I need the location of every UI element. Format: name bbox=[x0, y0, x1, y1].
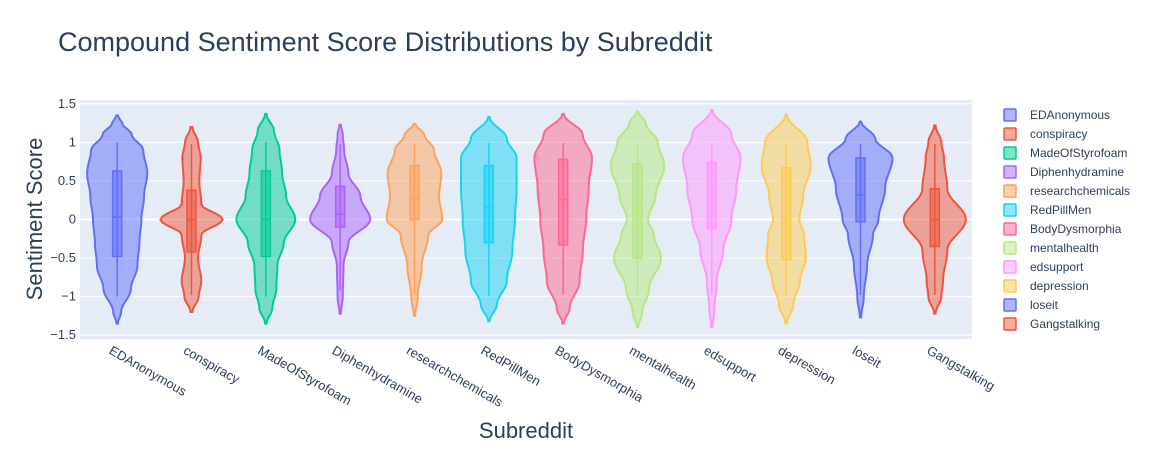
legend-swatch bbox=[1003, 184, 1017, 198]
legend-label: EDAnonymous bbox=[1030, 108, 1110, 122]
y-tick-label: 1 bbox=[69, 134, 76, 149]
violin-box bbox=[260, 170, 272, 258]
legend-item-researchchemicals[interactable]: researchchemicals bbox=[1003, 184, 1130, 198]
legend-swatch bbox=[1003, 127, 1017, 141]
legend-label: loseit bbox=[1030, 298, 1059, 312]
violin-box bbox=[855, 157, 866, 223]
y-tick-label: 0.5 bbox=[58, 173, 76, 188]
violin-box bbox=[780, 167, 792, 261]
violin-researchchemicals bbox=[385, 122, 444, 317]
legend-item-mentalhealth[interactable]: mentalhealth bbox=[1003, 241, 1099, 255]
violin-box bbox=[557, 158, 569, 246]
x-tick-label: edsupport bbox=[701, 343, 759, 385]
y-tick-label: −0.5 bbox=[50, 250, 76, 265]
violin-depression bbox=[760, 113, 812, 325]
legend-label: researchchemicals bbox=[1030, 184, 1130, 198]
legend-swatch bbox=[1003, 108, 1017, 122]
legend-item-depression[interactable]: depression bbox=[1003, 279, 1089, 293]
legend-item-Gangstalking[interactable]: Gangstalking bbox=[1003, 317, 1100, 331]
y-tick-label: −1.5 bbox=[50, 327, 76, 342]
violin-edsupport bbox=[682, 109, 742, 329]
legend-label: Gangstalking bbox=[1030, 317, 1100, 331]
legend-item-loseit[interactable]: loseit bbox=[1003, 298, 1059, 312]
legend-swatch bbox=[1003, 165, 1017, 179]
legend-swatch bbox=[1003, 241, 1017, 255]
legend-item-edsupport[interactable]: edsupport bbox=[1003, 260, 1084, 274]
legend-label: MadeOfStyrofoam bbox=[1030, 146, 1127, 160]
x-tick-label: mentalhealth bbox=[627, 343, 699, 393]
x-tick-label: Gangstalking bbox=[924, 343, 997, 394]
legend-item-MadeOfStyrofoam[interactable]: MadeOfStyrofoam bbox=[1003, 146, 1127, 160]
legend-label: edsupport bbox=[1030, 260, 1084, 274]
legend-label: Diphenhydramine bbox=[1030, 165, 1124, 179]
chart-title: Compound Sentiment Score Distributions b… bbox=[58, 27, 713, 57]
gridlines bbox=[80, 103, 972, 336]
violin-RedPillMen bbox=[460, 116, 518, 323]
violins bbox=[86, 109, 967, 329]
x-axis-title: Subreddit bbox=[479, 418, 573, 443]
violin-box bbox=[929, 187, 941, 248]
legend-item-EDAnonymous[interactable]: EDAnonymous bbox=[1003, 108, 1110, 122]
legend-item-RedPillMen[interactable]: RedPillMen bbox=[1003, 203, 1091, 217]
legend-label: BodyDysmorphia bbox=[1030, 222, 1122, 236]
violin-box bbox=[706, 161, 718, 230]
legend-label: mentalhealth bbox=[1030, 241, 1099, 255]
legend-swatch bbox=[1003, 146, 1017, 160]
violin-loseit bbox=[827, 120, 894, 319]
x-tick-label: loseit bbox=[850, 343, 884, 371]
y-axis-ticks: −1.5 −1 −0.5 0 0.5 1 1.5 bbox=[50, 96, 76, 342]
violin-EDAnonymous bbox=[86, 114, 149, 325]
violin-MadeOfStyrofoam bbox=[235, 112, 297, 325]
legend-swatch bbox=[1003, 279, 1017, 293]
legend-item-Diphenhydramine[interactable]: Diphenhydramine bbox=[1003, 165, 1124, 179]
violin-mentalhealth bbox=[609, 110, 666, 329]
legend-swatch bbox=[1003, 317, 1017, 331]
legend-label: depression bbox=[1030, 279, 1089, 293]
violin-box bbox=[483, 164, 495, 244]
y-tick-label: −1 bbox=[61, 289, 76, 304]
violin-Gangstalking bbox=[902, 124, 967, 315]
legend[interactable]: EDAnonymous conspiracy MadeOfStyrofoam Diph… bbox=[1003, 108, 1130, 331]
violin-box bbox=[111, 170, 123, 258]
legend-label: conspiracy bbox=[1030, 127, 1087, 141]
legend-swatch bbox=[1003, 222, 1017, 236]
violin-box bbox=[334, 185, 346, 228]
violin-box bbox=[409, 164, 420, 221]
violin-BodyDysmorphia bbox=[533, 112, 593, 325]
legend-item-BodyDysmorphia[interactable]: BodyDysmorphia bbox=[1003, 222, 1122, 236]
legend-swatch bbox=[1003, 260, 1017, 274]
legend-swatch bbox=[1003, 298, 1017, 312]
legend-swatch bbox=[1003, 203, 1017, 217]
violin-box bbox=[632, 163, 643, 259]
violin-conspiracy bbox=[159, 126, 224, 313]
y-tick-label: 1.5 bbox=[58, 96, 76, 111]
x-tick-label: conspiracy bbox=[181, 343, 243, 387]
violin-Diphenhydramine bbox=[309, 123, 372, 315]
y-axis-title: Sentiment Score bbox=[22, 138, 47, 301]
x-tick-label: EDAnonymous bbox=[107, 343, 190, 400]
legend-item-conspiracy[interactable]: conspiracy bbox=[1003, 127, 1087, 141]
violin-box bbox=[186, 189, 197, 253]
legend-label: RedPillMen bbox=[1030, 203, 1091, 217]
x-tick-label: RedPillMen bbox=[478, 343, 543, 389]
x-tick-label: depression bbox=[776, 343, 839, 388]
y-tick-label: 0 bbox=[69, 212, 76, 227]
